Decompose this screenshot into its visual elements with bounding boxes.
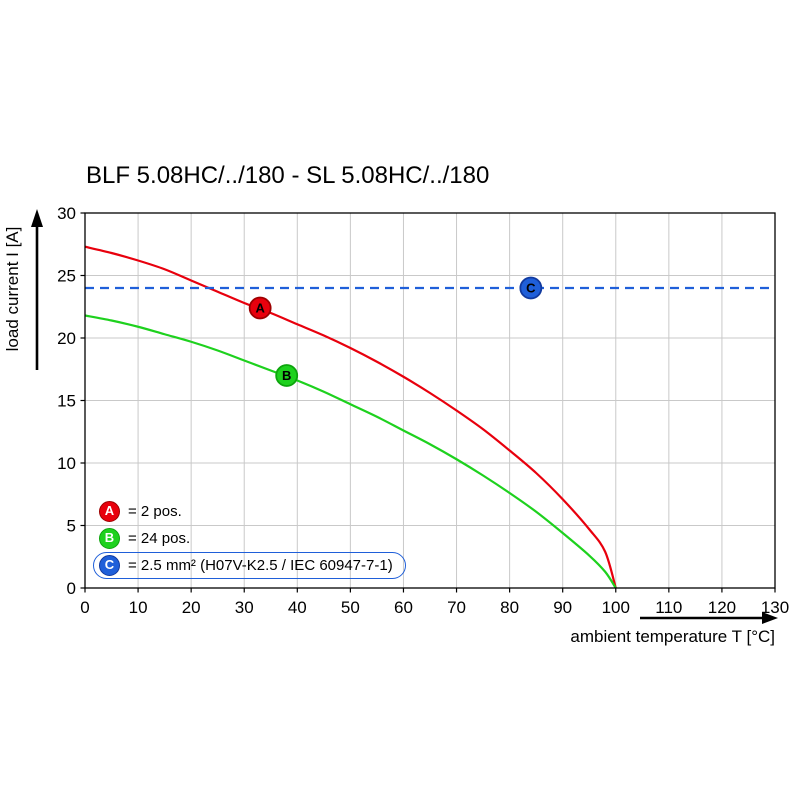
marker-layer: A B C [248,276,543,387]
x-tick-label: 70 [447,598,466,617]
marker-C [519,276,543,300]
curve-A [85,245,617,588]
grid-layer [85,213,775,588]
series-layer [85,245,775,588]
legend-label-c: = 2.5 mm² (H07V-K2.5 / IEC 60947-7-1) [128,557,393,574]
x-tick-label: 60 [394,598,413,617]
y-tick-label: 25 [57,267,76,286]
legend-badge-c: C [99,555,120,576]
legend-badge-a: A [99,501,120,522]
legend-label-a: = 2 pos. [128,503,182,520]
marker-label-B: B [282,368,291,383]
x-tick-label: 90 [553,598,572,617]
x-tick-label: 130 [761,598,789,617]
curve-B [85,314,617,588]
marker-A [248,296,272,320]
x-axis-label: ambient temperature T [°C] [570,627,775,646]
legend-item-b: B = 24 pos. [99,528,190,549]
tick-layer: 0 10 20 30 40 50 60 70 80 90 100 110 120 130 0 5 10 15 20 2… [57,204,789,617]
legend-label-b: = 24 pos. [128,530,191,547]
x-tick-label: 40 [288,598,307,617]
y-axis-arrow [31,209,43,370]
y-tick-label: 20 [57,329,76,348]
y-tick-label: 15 [57,392,76,411]
x-axis-arrow [640,612,778,624]
y-tick-label: 10 [57,454,76,473]
y-tick-label: 0 [67,579,76,598]
legend-item-c: C = 2.5 mm² (H07V-K2.5 / IEC 60947-7-1) [93,552,406,579]
marker-B [275,364,299,387]
y-tick-label: 5 [67,517,76,536]
x-tick-label: 20 [182,598,201,617]
y-axis-label: load current I [A] [3,227,22,352]
x-tick-label: 100 [602,598,630,617]
x-tick-label: 30 [235,598,254,617]
x-tick-label: 80 [500,598,519,617]
x-tick-label: 0 [80,598,89,617]
x-tick-label: 110 [655,598,682,617]
marker-label-C: C [526,281,536,296]
x-tick-label: 120 [708,598,736,617]
x-tick-label: 50 [341,598,360,617]
y-tick-label: 30 [57,204,76,223]
legend-badge-b: B [99,528,120,549]
chart-title: BLF 5.08HC/../180 - SL 5.08HC/../180 [86,162,489,189]
marker-label-A: A [255,301,265,316]
legend-item-a: A = 2 pos. [99,501,182,522]
x-tick-label: 10 [129,598,148,617]
